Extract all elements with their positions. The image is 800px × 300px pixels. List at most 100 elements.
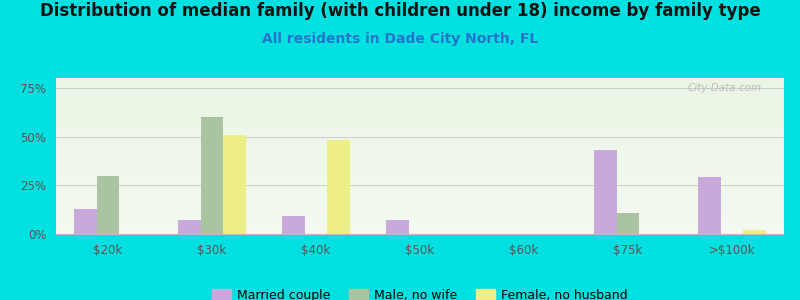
Bar [56,118,784,120]
Bar [56,112,784,114]
Bar [56,198,784,200]
Bar [56,91,784,92]
Bar [56,200,784,201]
Bar [56,187,784,189]
Bar [56,162,784,164]
Bar [56,137,784,139]
Bar [56,208,784,209]
Bar [56,134,784,136]
Bar [56,95,784,97]
Bar [56,159,784,161]
Bar [56,184,784,186]
Bar [56,186,784,187]
Bar [56,169,784,170]
Bar [56,139,784,140]
Bar [74,209,97,234]
Bar [56,209,784,211]
Bar [56,161,784,162]
Bar [327,140,350,234]
Bar [56,148,784,150]
Bar [56,231,784,232]
Bar [56,170,784,172]
Bar [178,220,201,234]
Bar [56,165,784,167]
Bar [56,190,784,192]
Text: City-Data.com: City-Data.com [688,83,762,93]
Bar [56,125,784,126]
Bar [56,195,784,196]
Bar [56,151,784,153]
Bar [56,122,784,123]
Bar [56,116,784,117]
Bar [56,78,784,80]
Bar [56,142,784,143]
Bar [56,140,784,142]
Bar [56,131,784,133]
Bar [56,103,784,104]
Bar [56,225,784,226]
Bar [56,101,784,103]
Bar [56,218,784,220]
Bar [201,117,223,234]
Bar [223,134,246,234]
Text: All residents in Dade City North, FL: All residents in Dade City North, FL [262,32,538,46]
Bar [56,175,784,176]
Bar [56,128,784,130]
Bar [56,167,784,169]
Bar [56,92,784,94]
Bar [56,114,784,116]
Bar [56,204,784,206]
Bar [56,203,784,204]
Bar [56,154,784,156]
Bar [56,164,784,165]
Bar [56,89,784,91]
Bar [56,158,784,159]
Bar [56,147,784,148]
Bar [56,97,784,98]
Bar [386,220,409,234]
Bar [594,150,617,234]
Bar [56,120,784,122]
Bar [56,98,784,100]
Bar [56,217,784,218]
Bar [56,176,784,178]
Bar [56,178,784,179]
Bar [56,196,784,198]
Bar [56,232,784,234]
Bar [743,230,766,234]
Bar [56,211,784,212]
Bar [56,206,784,208]
Bar [56,87,784,89]
Bar [56,109,784,111]
Bar [56,150,784,151]
Bar [56,106,784,108]
Bar [56,104,784,106]
Bar [97,176,119,234]
Bar [56,133,784,134]
Bar [56,172,784,173]
Bar [56,173,784,175]
Bar [56,179,784,181]
Bar [56,80,784,81]
Bar [56,136,784,137]
Bar [698,177,721,234]
Bar [56,220,784,221]
Bar [56,143,784,145]
Bar [56,100,784,101]
Bar [56,182,784,184]
Bar [56,228,784,229]
Bar [56,229,784,231]
Text: Distribution of median family (with children under 18) income by family type: Distribution of median family (with chil… [40,2,760,20]
Bar [56,145,784,147]
Bar [56,201,784,203]
Bar [56,94,784,95]
Bar [56,111,784,112]
Bar [56,181,784,182]
Bar [56,108,784,109]
Bar [56,192,784,194]
Bar [56,226,784,228]
Bar [56,212,784,214]
Bar [617,212,639,234]
Bar [56,215,784,217]
Bar [56,84,784,86]
